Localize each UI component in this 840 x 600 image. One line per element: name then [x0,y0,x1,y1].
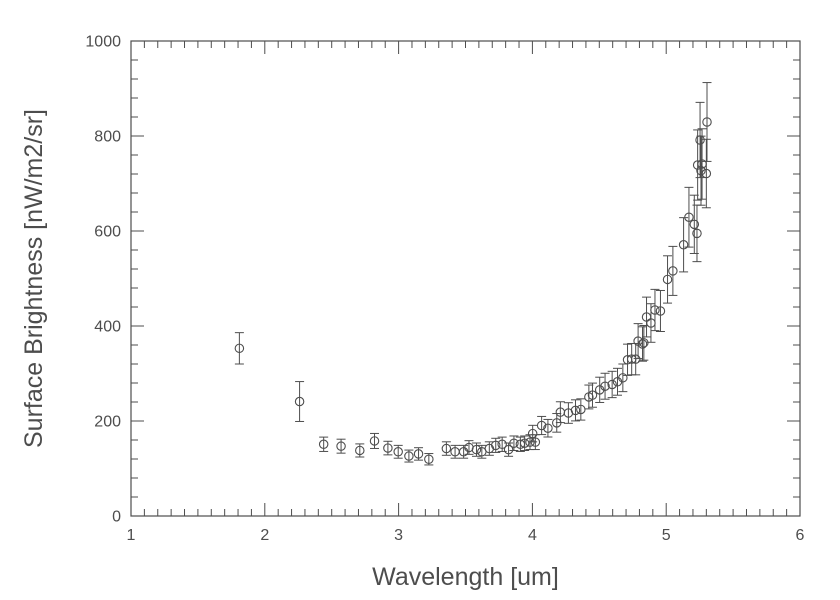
svg-text:2: 2 [260,527,269,544]
svg-text:6: 6 [796,527,805,544]
svg-text:800: 800 [94,129,121,146]
svg-text:600: 600 [94,224,121,241]
svg-text:3: 3 [394,527,403,544]
svg-text:0: 0 [112,509,121,526]
svg-text:1000: 1000 [85,34,121,51]
svg-text:1: 1 [127,527,136,544]
svg-text:200: 200 [94,414,121,431]
svg-text:Wavelength [um]: Wavelength [um] [372,563,559,591]
svg-text:5: 5 [662,527,671,544]
svg-text:400: 400 [94,319,121,336]
svg-text:4: 4 [528,527,537,544]
svg-text:Surface Brightness [nW/m2/sr]: Surface Brightness [nW/m2/sr] [20,109,48,448]
